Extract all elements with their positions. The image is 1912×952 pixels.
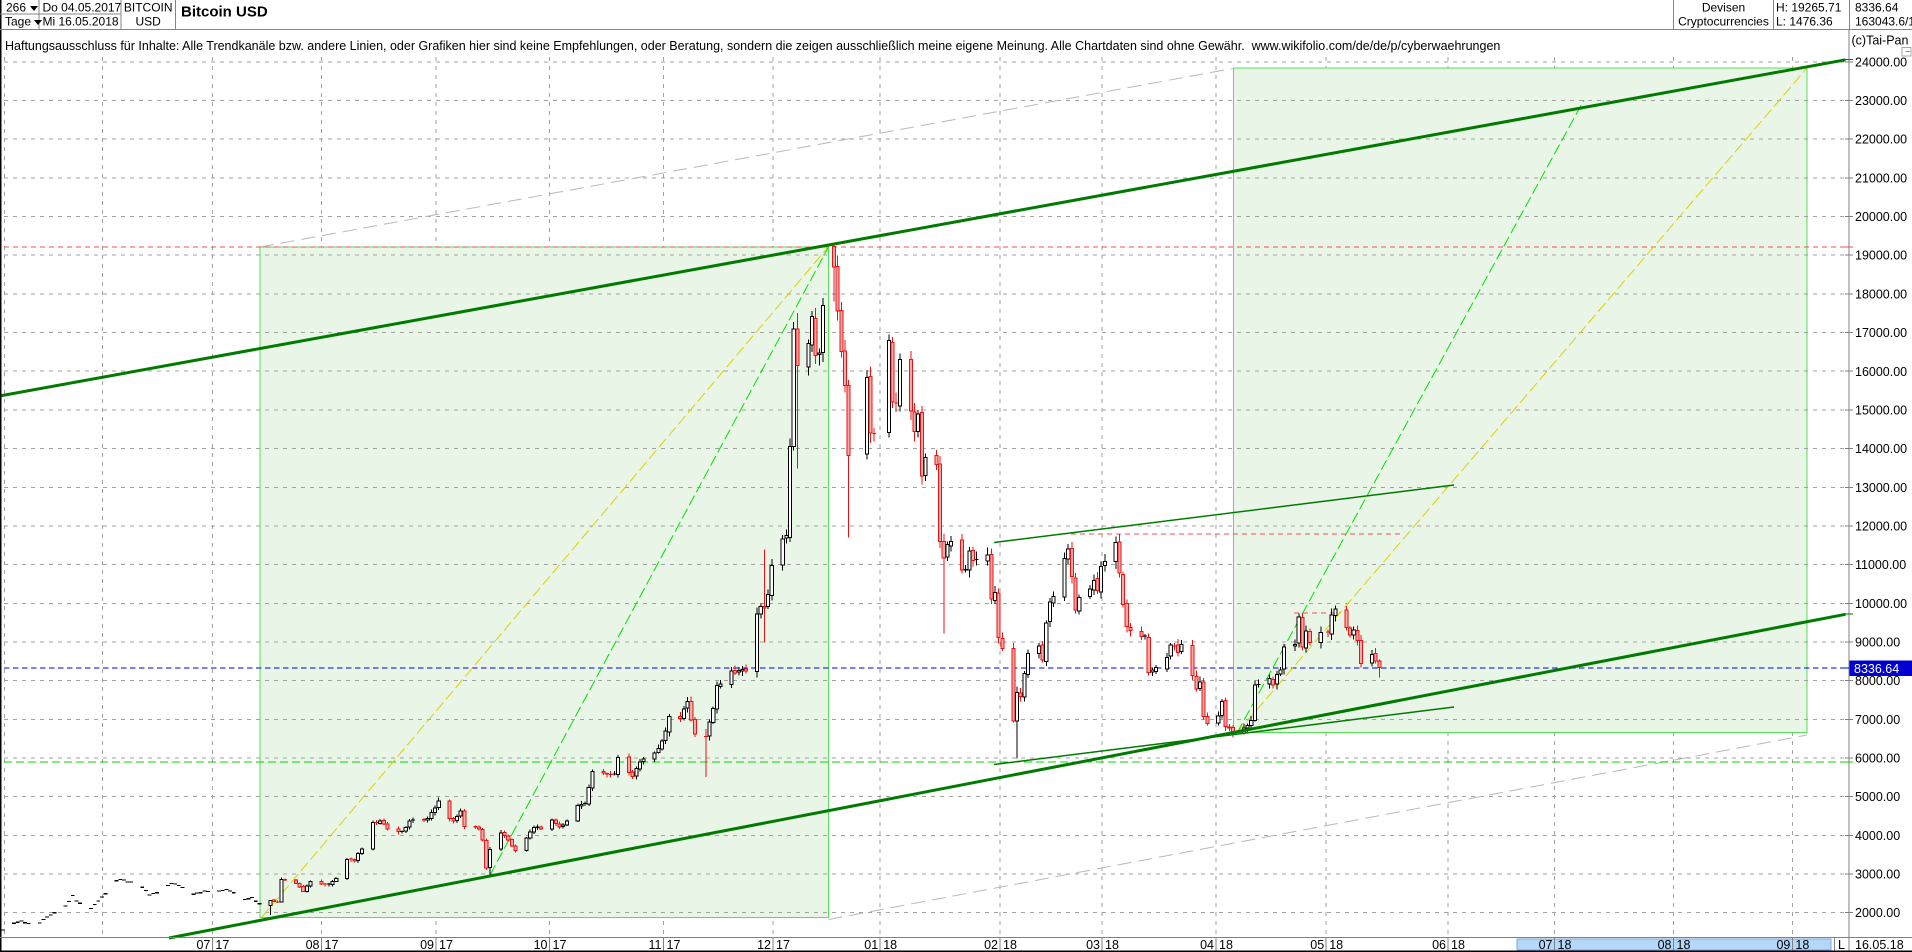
svg-text:18: 18 [1329,938,1343,952]
svg-text:22000.00: 22000.00 [1855,133,1907,147]
svg-text:7000.00: 7000.00 [1855,713,1900,727]
svg-text:9000.00: 9000.00 [1855,636,1900,650]
svg-text:17: 17 [553,938,567,952]
svg-text:17: 17 [215,938,229,952]
svg-text:Bitcoin USD: Bitcoin USD [181,4,268,21]
svg-text:8000.00: 8000.00 [1855,674,1900,688]
svg-text:USD: USD [136,15,162,29]
svg-text:16000.00: 16000.00 [1855,365,1907,379]
svg-text:18: 18 [1003,938,1017,952]
svg-text:BITCOIN: BITCOIN [124,1,173,15]
svg-text:4000.00: 4000.00 [1855,829,1900,843]
svg-text:10: 10 [534,938,548,952]
svg-text:01: 01 [864,938,878,952]
svg-text:18: 18 [1219,938,1233,952]
svg-text:08: 08 [1658,938,1672,952]
svg-text:266: 266 [6,1,26,15]
svg-text:(c)Tai-Pan: (c)Tai-Pan [1852,34,1909,48]
svg-text:17: 17 [325,938,339,952]
svg-text:07: 07 [196,938,210,952]
svg-text:5000.00: 5000.00 [1855,790,1900,804]
svg-text:10000.00: 10000.00 [1855,597,1907,611]
svg-text:L: 1476.36: L: 1476.36 [1776,15,1833,29]
svg-text:11: 11 [649,938,662,952]
svg-text:163043.6/1: 163043.6/1 [1855,15,1912,29]
svg-text:18000.00: 18000.00 [1855,287,1907,301]
svg-text:09: 09 [1776,938,1790,952]
svg-text:08: 08 [306,938,320,952]
svg-text:23000.00: 23000.00 [1855,94,1907,108]
svg-text:18: 18 [883,938,897,952]
svg-text:2000.00: 2000.00 [1855,906,1900,920]
svg-text:Cryptocurrencies: Cryptocurrencies [1678,15,1769,29]
svg-text:17: 17 [439,938,453,952]
svg-text:6000.00: 6000.00 [1855,752,1900,766]
svg-text:11000.00: 11000.00 [1855,558,1906,572]
svg-text:18: 18 [1795,938,1809,952]
svg-text:14000.00: 14000.00 [1855,442,1907,456]
svg-text:02: 02 [984,938,998,952]
svg-text:16.05.18: 16.05.18 [1855,938,1904,952]
svg-text:15000.00: 15000.00 [1855,403,1907,417]
svg-text:18: 18 [1105,938,1119,952]
svg-text:21000.00: 21000.00 [1855,171,1907,185]
svg-text:Tage: Tage [5,15,31,29]
svg-text:05: 05 [1310,938,1324,952]
svg-text:06: 06 [1432,938,1446,952]
svg-text:17000.00: 17000.00 [1855,326,1907,340]
svg-text:H: 19265.71: H: 19265.71 [1776,1,1842,15]
svg-text:Devisen: Devisen [1702,1,1745,15]
svg-text:8336.64: 8336.64 [1854,662,1899,676]
svg-text:12: 12 [757,938,771,952]
svg-text:17: 17 [667,938,681,952]
svg-text:20000.00: 20000.00 [1855,210,1907,224]
svg-text:Mi 16.05.2018: Mi 16.05.2018 [43,15,119,29]
svg-text:8336.64: 8336.64 [1855,1,1899,15]
svg-text:18: 18 [1451,938,1465,952]
svg-text:L: L [1838,938,1845,952]
svg-text:18: 18 [1677,938,1691,952]
svg-text:13000.00: 13000.00 [1855,481,1907,495]
svg-text:12000.00: 12000.00 [1855,520,1907,534]
svg-text:07: 07 [1539,938,1553,952]
svg-text:09: 09 [420,938,434,952]
svg-text:19000.00: 19000.00 [1855,249,1907,263]
svg-text:17: 17 [776,938,790,952]
svg-text:Haftungsausschluss für Inhalte: Haftungsausschluss für Inhalte: Alle Tre… [5,39,1500,53]
svg-text:3000.00: 3000.00 [1855,868,1900,882]
svg-text:03: 03 [1086,938,1100,952]
svg-text:24000.00: 24000.00 [1855,55,1907,69]
svg-text:04: 04 [1200,938,1214,952]
svg-text:18: 18 [1558,938,1572,952]
svg-text:Do 04.05.2017: Do 04.05.2017 [43,1,122,15]
